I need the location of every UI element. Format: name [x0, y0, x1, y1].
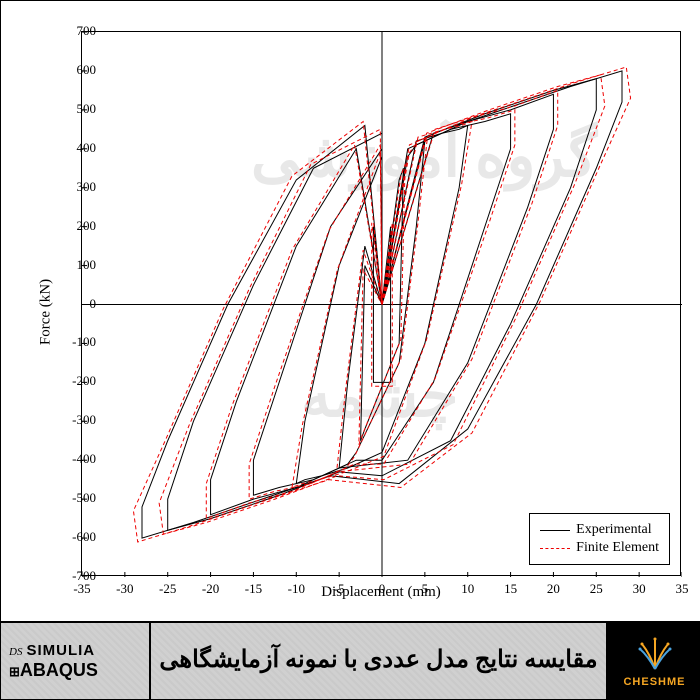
simulia-text: SIMULIA	[26, 642, 95, 659]
xtick: 15	[504, 581, 517, 597]
x-axis-label: Displacement (mm)	[321, 584, 441, 601]
xtick: -25	[159, 581, 176, 597]
cheshme-text: CHESHME	[623, 676, 685, 688]
xtick: -10	[288, 581, 305, 597]
xtick: 20	[547, 581, 560, 597]
xtick: -30	[116, 581, 133, 597]
xtick: -15	[245, 581, 262, 597]
chart-area: گروه آموزشی چشمه Force (kN) Experimental…	[1, 1, 700, 623]
xtick: 30	[633, 581, 646, 597]
xtick: 35	[676, 581, 689, 597]
cheshme-logo: CHESHME	[606, 623, 700, 699]
xtick: 25	[590, 581, 603, 597]
ds-logo-text: DS	[9, 646, 22, 658]
main-container: گروه آموزشی چشمه Force (kN) Experimental…	[0, 0, 700, 700]
xtick: -20	[202, 581, 219, 597]
logo-simulia-abaqus: DS SIMULIA ⊞ABAQUS	[1, 623, 151, 699]
fountain-icon	[630, 634, 680, 674]
plot-svg	[82, 32, 682, 577]
footer-title: مقایسه نتایج مدل عددی با نمونه آزمایشگاه…	[151, 623, 606, 699]
footer-bar: DS SIMULIA ⊞ABAQUS مقایسه نتایج مدل عددی…	[1, 621, 700, 699]
xtick: 10	[461, 581, 474, 597]
abaqus-text: ABAQUS	[20, 660, 98, 680]
plot-frame: Experimental Finite Element -35-30-25-20…	[81, 31, 681, 576]
